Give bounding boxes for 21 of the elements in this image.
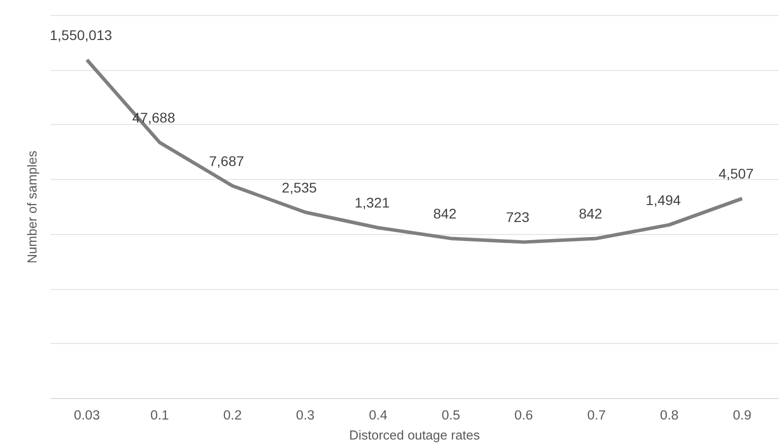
x-tick-label: 0.9 [732,408,752,422]
data-label: 1,321 [354,194,390,211]
y-axis-title: Number of samples [24,150,40,264]
x-tick-label: 0.1 [150,408,169,422]
data-label: 2,535 [282,179,318,196]
data-label: 842 [433,205,457,222]
x-tick-label: 0.7 [587,408,606,422]
x-tick-label: 0.4 [368,408,388,422]
x-tick-label: 0.3 [296,408,315,422]
x-tick-label: 0.5 [442,408,460,422]
data-label: 7,687 [208,152,244,169]
x-tick-label: 0.2 [223,408,242,422]
x-axis-title: Distorced outage rates [349,428,480,442]
data-label: 1,494 [646,192,682,208]
data-label: 1,550,013 [50,26,112,43]
x-tick-label: 0.6 [514,408,533,422]
x-tick-label: 0.8 [660,408,679,422]
x-tick-label: 0.03 [74,408,100,422]
data-label: 4,507 [718,166,754,182]
data-label: 723 [506,209,530,226]
data-label: 842 [578,205,602,222]
